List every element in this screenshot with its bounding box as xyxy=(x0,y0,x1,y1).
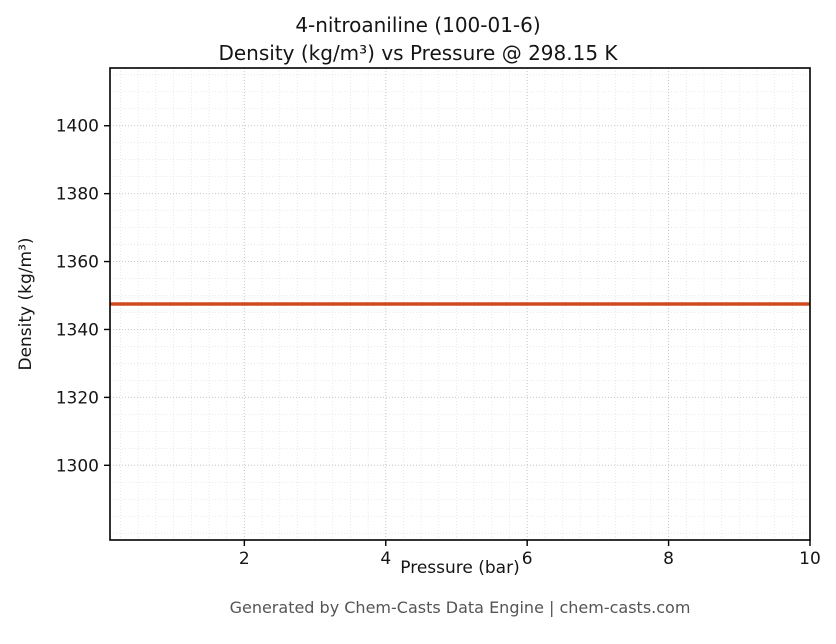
svg-text:10: 10 xyxy=(799,549,821,569)
svg-text:1380: 1380 xyxy=(56,185,99,205)
svg-text:1320: 1320 xyxy=(56,388,99,408)
svg-text:6: 6 xyxy=(522,549,533,569)
y-axis-label: Density (kg/m³) xyxy=(16,237,36,371)
svg-text:8: 8 xyxy=(663,549,674,569)
svg-text:1360: 1360 xyxy=(56,253,99,273)
x-axis-label: Pressure (bar) xyxy=(400,558,520,578)
chart-subtitle: Density (kg/m³) vs Pressure @ 298.15 K xyxy=(218,41,618,65)
svg-text:2: 2 xyxy=(239,549,250,569)
chart-title: 4-nitroaniline (100-01-6) xyxy=(295,13,541,37)
svg-text:1300: 1300 xyxy=(56,456,99,476)
svg-text:1400: 1400 xyxy=(56,117,99,137)
svg-text:1340: 1340 xyxy=(56,320,99,340)
svg-text:4: 4 xyxy=(380,549,391,569)
footer-credit: Generated by Chem-Casts Data Engine | ch… xyxy=(229,598,691,617)
